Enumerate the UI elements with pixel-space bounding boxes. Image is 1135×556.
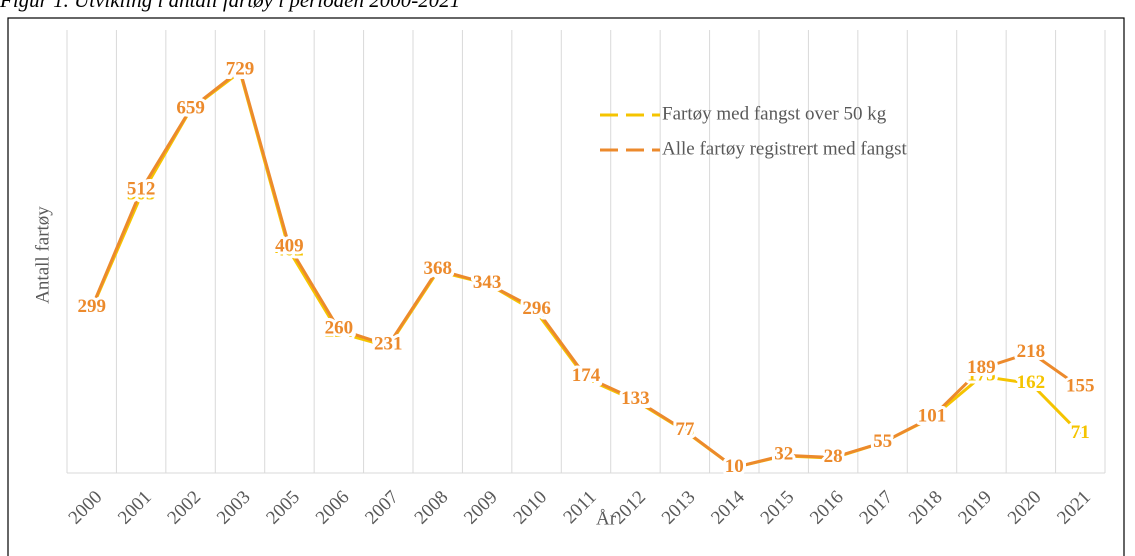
data-label: 77 [675,419,695,440]
data-label: 71 [1071,422,1090,443]
x-tick-label: 2018 [905,487,947,529]
x-tick-label: 2007 [361,487,403,529]
data-label: 31 [774,444,793,465]
data-label: 726 [226,60,255,81]
data-label: 368 [423,258,452,279]
x-tick-label: 2021 [1053,487,1095,529]
data-label: 343 [473,272,502,293]
data-label: 131 [621,389,650,410]
x-tick-label: 2001 [114,487,156,529]
x-tick-label: 2000 [65,487,107,529]
data-label: 291 [522,301,551,322]
x-tick-label: 2014 [707,486,749,528]
data-label: 101 [918,406,947,427]
x-tick-label: 2013 [658,487,700,529]
data-label: 229 [374,335,403,356]
data-label: 512 [127,178,156,199]
data-label: 218 [1017,341,1046,362]
data-label: 76 [675,419,694,440]
data-label: 343 [473,272,502,293]
x-tick-label: 2016 [806,487,848,529]
data-label: 659 [176,97,205,118]
data-label: 296 [522,298,551,319]
data-label: 254 [325,321,354,342]
data-label: 32 [774,444,793,465]
x-tick-label: 2017 [855,487,897,529]
x-tick-label: 2005 [262,487,304,529]
data-label: 55 [873,431,892,452]
legend-label: Fartøy med fangst over 50 kg [662,103,887,124]
data-label: 402 [275,239,304,260]
chart-title: Figur 1. Utvikling i antall fartøy i per… [0,0,460,12]
data-label: 174 [572,365,601,386]
x-tick-label: 2015 [757,487,799,529]
data-label: 365 [423,260,452,281]
data-label: 100 [918,406,947,427]
data-label: 729 [226,59,255,80]
x-tick-label: 2009 [460,487,502,529]
x-tick-label: 2010 [509,487,551,529]
data-label: 297 [77,297,106,318]
data-label: 10 [725,456,744,477]
data-label: 658 [176,98,205,119]
data-label: 27 [824,446,844,467]
data-label: 171 [572,367,601,388]
x-tick-label: 2003 [213,487,255,529]
data-label: 10 [725,456,744,477]
x-tick-label: 2019 [954,487,996,529]
x-tick-label: 2011 [559,487,600,528]
x-tick-label: 2020 [1004,487,1046,529]
data-label: 503 [127,183,156,204]
frame [7,17,1125,556]
data-label: 189 [967,357,996,378]
data-label: 162 [1017,372,1046,393]
x-axis-title: År [596,508,617,529]
data-label: 28 [824,446,843,467]
data-label: 260 [325,318,354,339]
x-tick-label: 2006 [312,487,354,529]
data-label: 55 [873,431,892,452]
legend-label: Alle fartøy registrert med fangst [662,138,908,159]
data-label: 155 [1066,376,1095,397]
y-axis-title: Antall fartøy [32,206,53,304]
data-label: 231 [374,334,403,355]
data-label: 133 [621,388,650,409]
data-label: 175 [967,365,996,386]
x-tick-label: 2002 [163,487,205,529]
data-label: 299 [77,296,106,317]
x-tick-label: 2008 [411,487,453,529]
data-label: 409 [275,235,304,256]
line [90,67,1082,470]
